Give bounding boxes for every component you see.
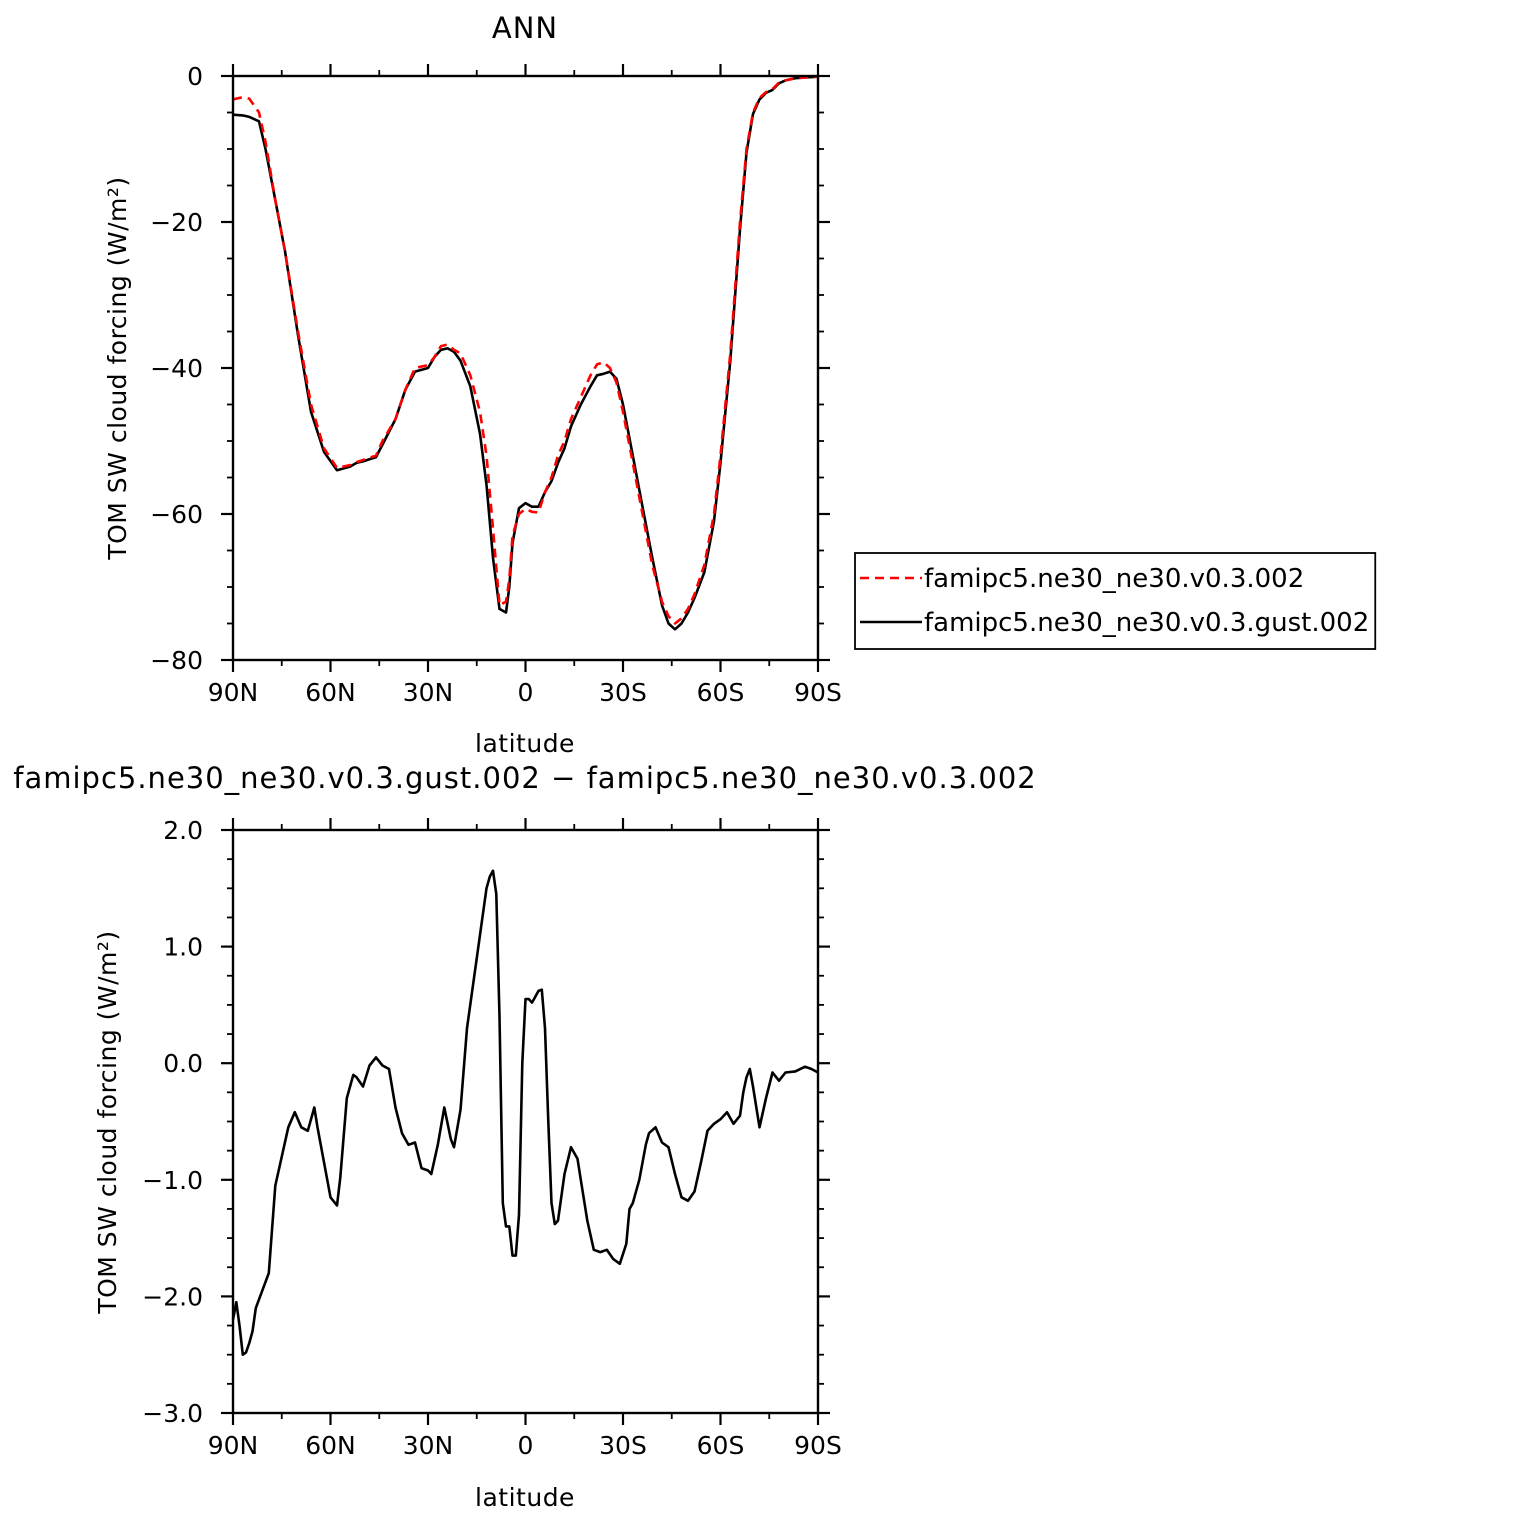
- top-x-tick-label: 90S: [794, 678, 842, 707]
- top-x-tick-label: 30S: [599, 678, 647, 707]
- legend-box: [854, 552, 1377, 650]
- bottom-x-tick-label: 60S: [697, 1431, 745, 1460]
- top-x-tick-label: 60N: [305, 678, 356, 707]
- bottom-x-tick-label: 60N: [305, 1431, 356, 1460]
- bottom-y-tick-label: 1.0: [163, 933, 203, 962]
- bottom-chart-title: famipc5.ne30_ne30.v0.3.gust.002 − famipc…: [13, 761, 1036, 795]
- bottom-series-line-0: [231, 869, 819, 1356]
- bottom-series-lines: [231, 869, 819, 1356]
- top-chart-title: ANN: [492, 11, 558, 45]
- top-series-line-1: [232, 75, 819, 631]
- top-x-tick-label: 90N: [208, 678, 259, 707]
- bottom-y-tick-label: 2.0: [163, 816, 203, 845]
- top-series-lines: [232, 75, 819, 631]
- top-x-tick-label: 60S: [697, 678, 745, 707]
- bottom-x-tick-label: 30S: [599, 1431, 647, 1460]
- top-axis-ticks: 90N 60N 30N 0 30S 60S 90S 0 −20 −40 −60 −80: [150, 62, 842, 707]
- top-y-tick-label: −60: [150, 500, 203, 529]
- bottom-axis-ticks: 90N 60N 30N 0 30S 60S 90S 2.0 1.0 0.0 −1.0 −2.0 −3.0: [142, 816, 842, 1460]
- bottom-x-tick-label: 90N: [208, 1431, 259, 1460]
- bottom-y-tick-label: −3.0: [142, 1399, 203, 1428]
- top-y-axis-label: TOM SW cloud forcing (W/m²): [103, 176, 132, 560]
- top-x-axis-label: latitude: [475, 729, 575, 758]
- top-series-line-0: [232, 75, 819, 625]
- top-y-tick-label: −80: [150, 646, 203, 675]
- bottom-x-tick-label: 30N: [403, 1431, 454, 1460]
- top-x-tick-label: 30N: [403, 678, 454, 707]
- bottom-panel: famipc5.ne30_ne30.v0.3.gust.002 − famipc…: [13, 761, 1036, 1512]
- bottom-y-tick-label: 0.0: [163, 1049, 203, 1078]
- top-x-tick-label: 0: [518, 678, 534, 707]
- bottom-x-tick-label: 90S: [794, 1431, 842, 1460]
- bottom-y-axis-label: TOM SW cloud forcing (W/m²): [93, 930, 122, 1314]
- legend: famipc5.ne30_ne30.v0.3.002 famipc5.ne30_…: [854, 552, 1377, 650]
- top-y-tick-label: 0: [187, 62, 203, 91]
- legend-entry-1: famipc5.ne30_ne30.v0.3.gust.002: [924, 608, 1369, 638]
- legend-entry-0: famipc5.ne30_ne30.v0.3.002: [924, 564, 1304, 594]
- top-panel: ANN TOM SW cloud forcing (W/m²) latitude…: [103, 11, 842, 758]
- bottom-x-axis-label: latitude: [475, 1483, 575, 1512]
- top-plot-frame: [231, 74, 820, 662]
- bottom-plot-frame: [231, 828, 820, 1415]
- top-y-tick-label: −20: [150, 208, 203, 237]
- bottom-y-tick-label: −2.0: [142, 1282, 203, 1311]
- top-y-tick-label: −40: [150, 354, 203, 383]
- bottom-x-tick-label: 0: [518, 1431, 534, 1460]
- bottom-y-tick-label: −1.0: [142, 1166, 203, 1195]
